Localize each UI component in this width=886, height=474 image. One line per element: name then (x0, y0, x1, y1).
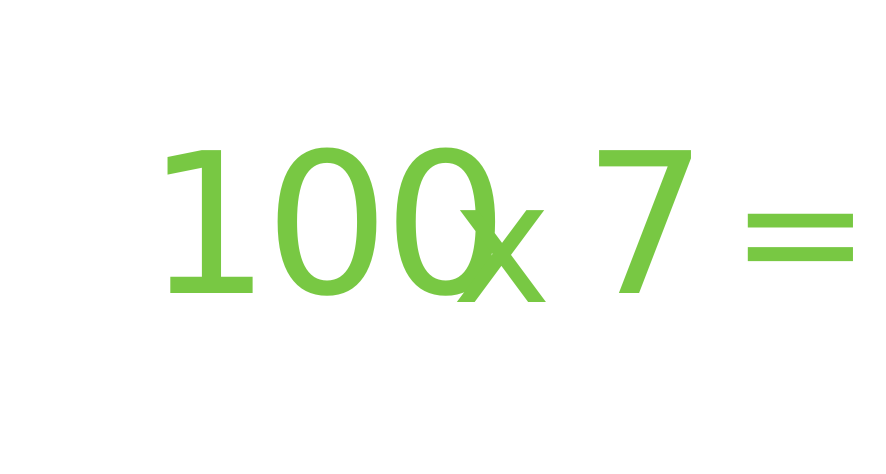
equals-sign: = (730, 134, 871, 330)
first-operand: 100 (146, 112, 508, 340)
second-operand: 7 (583, 112, 708, 340)
multiplication-sign: x (452, 146, 552, 342)
